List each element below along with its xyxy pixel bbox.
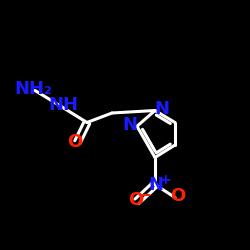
Text: O: O <box>68 133 82 151</box>
Text: −: − <box>138 185 151 203</box>
Text: N: N <box>122 116 137 134</box>
Text: +: + <box>159 173 171 187</box>
Text: O: O <box>128 191 144 209</box>
Text: N: N <box>154 100 170 118</box>
Text: NH₂: NH₂ <box>15 80 53 98</box>
Text: O: O <box>170 187 185 205</box>
Text: NH: NH <box>48 96 78 114</box>
Text: N: N <box>149 176 164 194</box>
